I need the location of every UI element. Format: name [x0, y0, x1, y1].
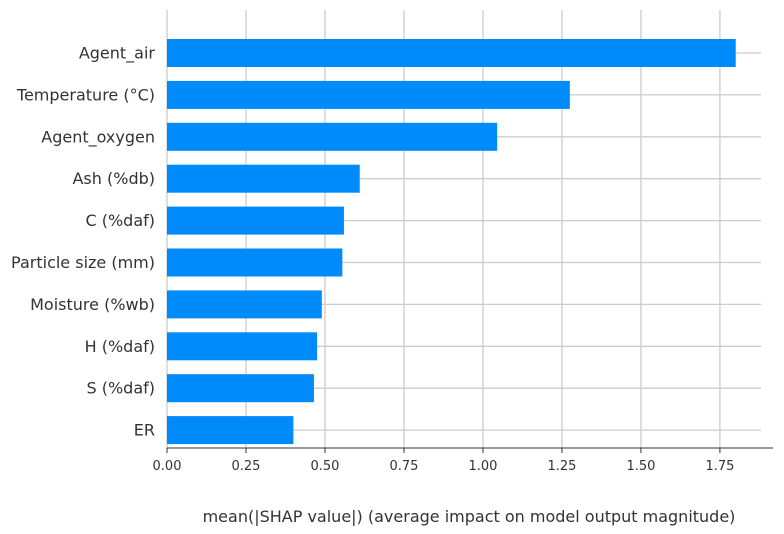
category-label: Agent_oxygen	[41, 127, 155, 147]
x-tick-label: 1.75	[705, 459, 734, 474]
x-axis-label: mean(|SHAP value|) (average impact on mo…	[203, 507, 736, 526]
bar	[167, 206, 344, 235]
x-tick-label: 1.25	[547, 459, 576, 474]
bar	[167, 80, 570, 109]
bar	[167, 164, 360, 193]
x-tick-label: 0.00	[153, 459, 182, 474]
x-ticks: 0.00 0.25 0.50 0.75 1.00 1.25 1.50 1.75	[153, 448, 734, 474]
bar	[167, 332, 318, 361]
category-label: Temperature (°C)	[16, 85, 155, 104]
bar	[167, 416, 294, 445]
category-label: Moisture (%wb)	[30, 295, 155, 314]
category-label: Particle size (mm)	[11, 253, 155, 272]
x-tick-label: 1.00	[468, 459, 497, 474]
category-label: S (%daf)	[86, 379, 155, 398]
bar	[167, 122, 498, 151]
bar	[167, 39, 736, 67]
x-tick-label: 0.50	[311, 459, 340, 474]
category-labels: Agent_air Temperature (°C) Agent_oxygen Ash…	[11, 44, 155, 440]
bar	[167, 290, 322, 319]
category-label: ER	[134, 421, 155, 440]
bar	[167, 374, 314, 403]
category-label: C (%daf)	[85, 211, 155, 230]
bar	[167, 248, 343, 277]
category-label: Agent_air	[79, 44, 156, 64]
category-label: Ash (%db)	[72, 169, 155, 188]
x-tick-label: 0.25	[232, 459, 261, 474]
category-label: H (%daf)	[85, 337, 155, 356]
x-tick-label: 1.50	[626, 459, 655, 474]
bars	[167, 39, 736, 445]
x-tick-label: 0.75	[389, 459, 418, 474]
